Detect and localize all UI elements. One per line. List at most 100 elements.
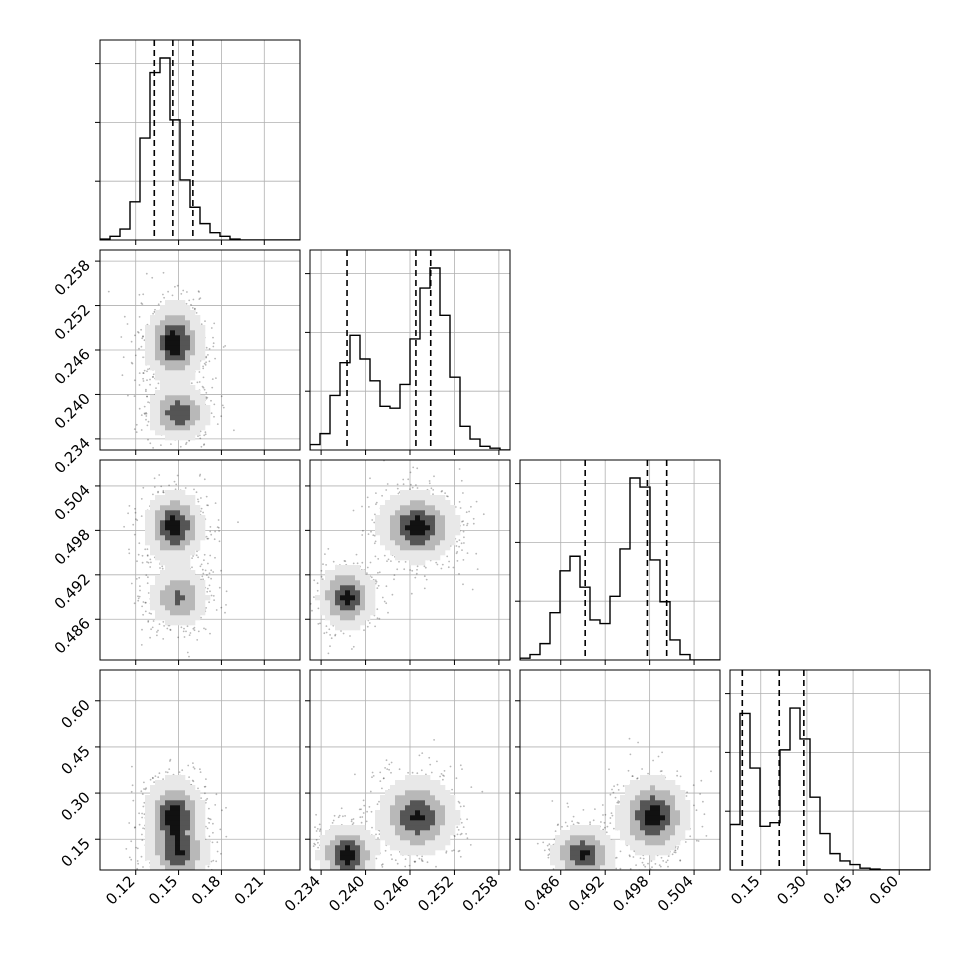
scatter-point (414, 576, 417, 579)
density-cell (345, 575, 351, 581)
scatter-point (356, 562, 359, 565)
density-cell (165, 525, 171, 531)
scatter-point (378, 571, 381, 574)
scatter-point (142, 486, 145, 489)
scatter-point (207, 576, 210, 579)
density-cell (415, 515, 421, 521)
scatter-point (322, 563, 324, 566)
density-cell (395, 555, 401, 561)
density-cell (200, 595, 206, 601)
scatter-point (329, 645, 331, 648)
density-cell (205, 850, 211, 856)
density-cell (195, 400, 201, 406)
density-cell (155, 600, 161, 606)
density-cell (430, 520, 436, 526)
scatter-point (308, 605, 310, 607)
density-cell (350, 565, 356, 571)
scatter-point (218, 586, 221, 589)
density-cell (185, 305, 191, 311)
scatter-point (198, 291, 200, 293)
scatter-point (462, 583, 464, 586)
density-cell (160, 615, 166, 621)
density-cell (360, 585, 366, 591)
density-cell (175, 785, 181, 791)
scatter-point (200, 872, 202, 874)
density-cell (170, 350, 176, 356)
density-cell (190, 385, 196, 391)
density-cell (190, 505, 196, 511)
density-cell (185, 595, 191, 601)
scatter-point (220, 606, 223, 609)
density-cell (390, 505, 396, 511)
density-cell (340, 590, 346, 596)
scatter-point (141, 337, 144, 340)
scatter-point (137, 595, 139, 598)
density-cell (190, 605, 196, 611)
scatter-point (193, 767, 196, 770)
density-cell (150, 405, 156, 411)
density-cell (400, 495, 406, 501)
density-cell (390, 535, 396, 541)
scatter-point (142, 335, 144, 338)
scatter-point (412, 466, 415, 469)
density-cell (190, 615, 196, 621)
density-cell (380, 525, 386, 531)
density-cell (340, 615, 346, 621)
density-cell (405, 545, 411, 551)
density-cell (200, 520, 206, 526)
density-cell (395, 545, 401, 551)
density-cell (405, 505, 411, 511)
scatter-point (162, 778, 165, 780)
density-cell (145, 810, 151, 816)
density-cell (195, 575, 201, 581)
density-cell (190, 320, 196, 326)
scatter-point (404, 561, 407, 563)
scatter-point (161, 871, 163, 873)
scatter-point (204, 569, 207, 572)
density-cell (165, 530, 171, 536)
scatter-point (208, 601, 211, 604)
density-cell (195, 850, 201, 856)
density-cell (155, 495, 161, 501)
density-cell (195, 865, 201, 870)
density-cell (160, 800, 166, 806)
density-cell (190, 835, 196, 841)
scatter-point (203, 559, 205, 562)
scatter-point (366, 572, 368, 575)
density-cell (355, 610, 361, 616)
density-cell (180, 540, 186, 546)
density-cell (160, 510, 166, 516)
scatter-point (147, 401, 150, 404)
scatter-point (132, 523, 135, 526)
density-cell (195, 800, 201, 806)
scatter-point (225, 835, 228, 838)
scatter-point (456, 551, 459, 553)
density-cell (190, 840, 196, 846)
density-cell (385, 500, 391, 506)
density-cell (165, 395, 171, 401)
density-cell (455, 520, 461, 526)
scatter-point (128, 822, 131, 824)
density-cell (180, 495, 186, 501)
density-cell (200, 335, 206, 341)
scatter-point (325, 631, 328, 634)
density-cell (170, 520, 176, 526)
density-cell (165, 810, 171, 816)
scatter-point (221, 404, 224, 407)
scatter-point (219, 828, 222, 831)
scatter-point (411, 486, 414, 489)
scatter-point (460, 542, 463, 545)
scatter-point (332, 886, 334, 888)
density-cell (385, 510, 391, 516)
scatter-point (205, 825, 207, 828)
density-cell (170, 400, 176, 406)
density-cell (195, 395, 201, 401)
density-cell (190, 575, 196, 581)
histogram-step (310, 267, 510, 450)
density-cell (335, 575, 341, 581)
density-cell (190, 310, 196, 316)
density-cell (150, 830, 156, 836)
scatter-point (138, 542, 141, 545)
scatter-point (135, 518, 137, 521)
scatter-point (152, 871, 154, 873)
